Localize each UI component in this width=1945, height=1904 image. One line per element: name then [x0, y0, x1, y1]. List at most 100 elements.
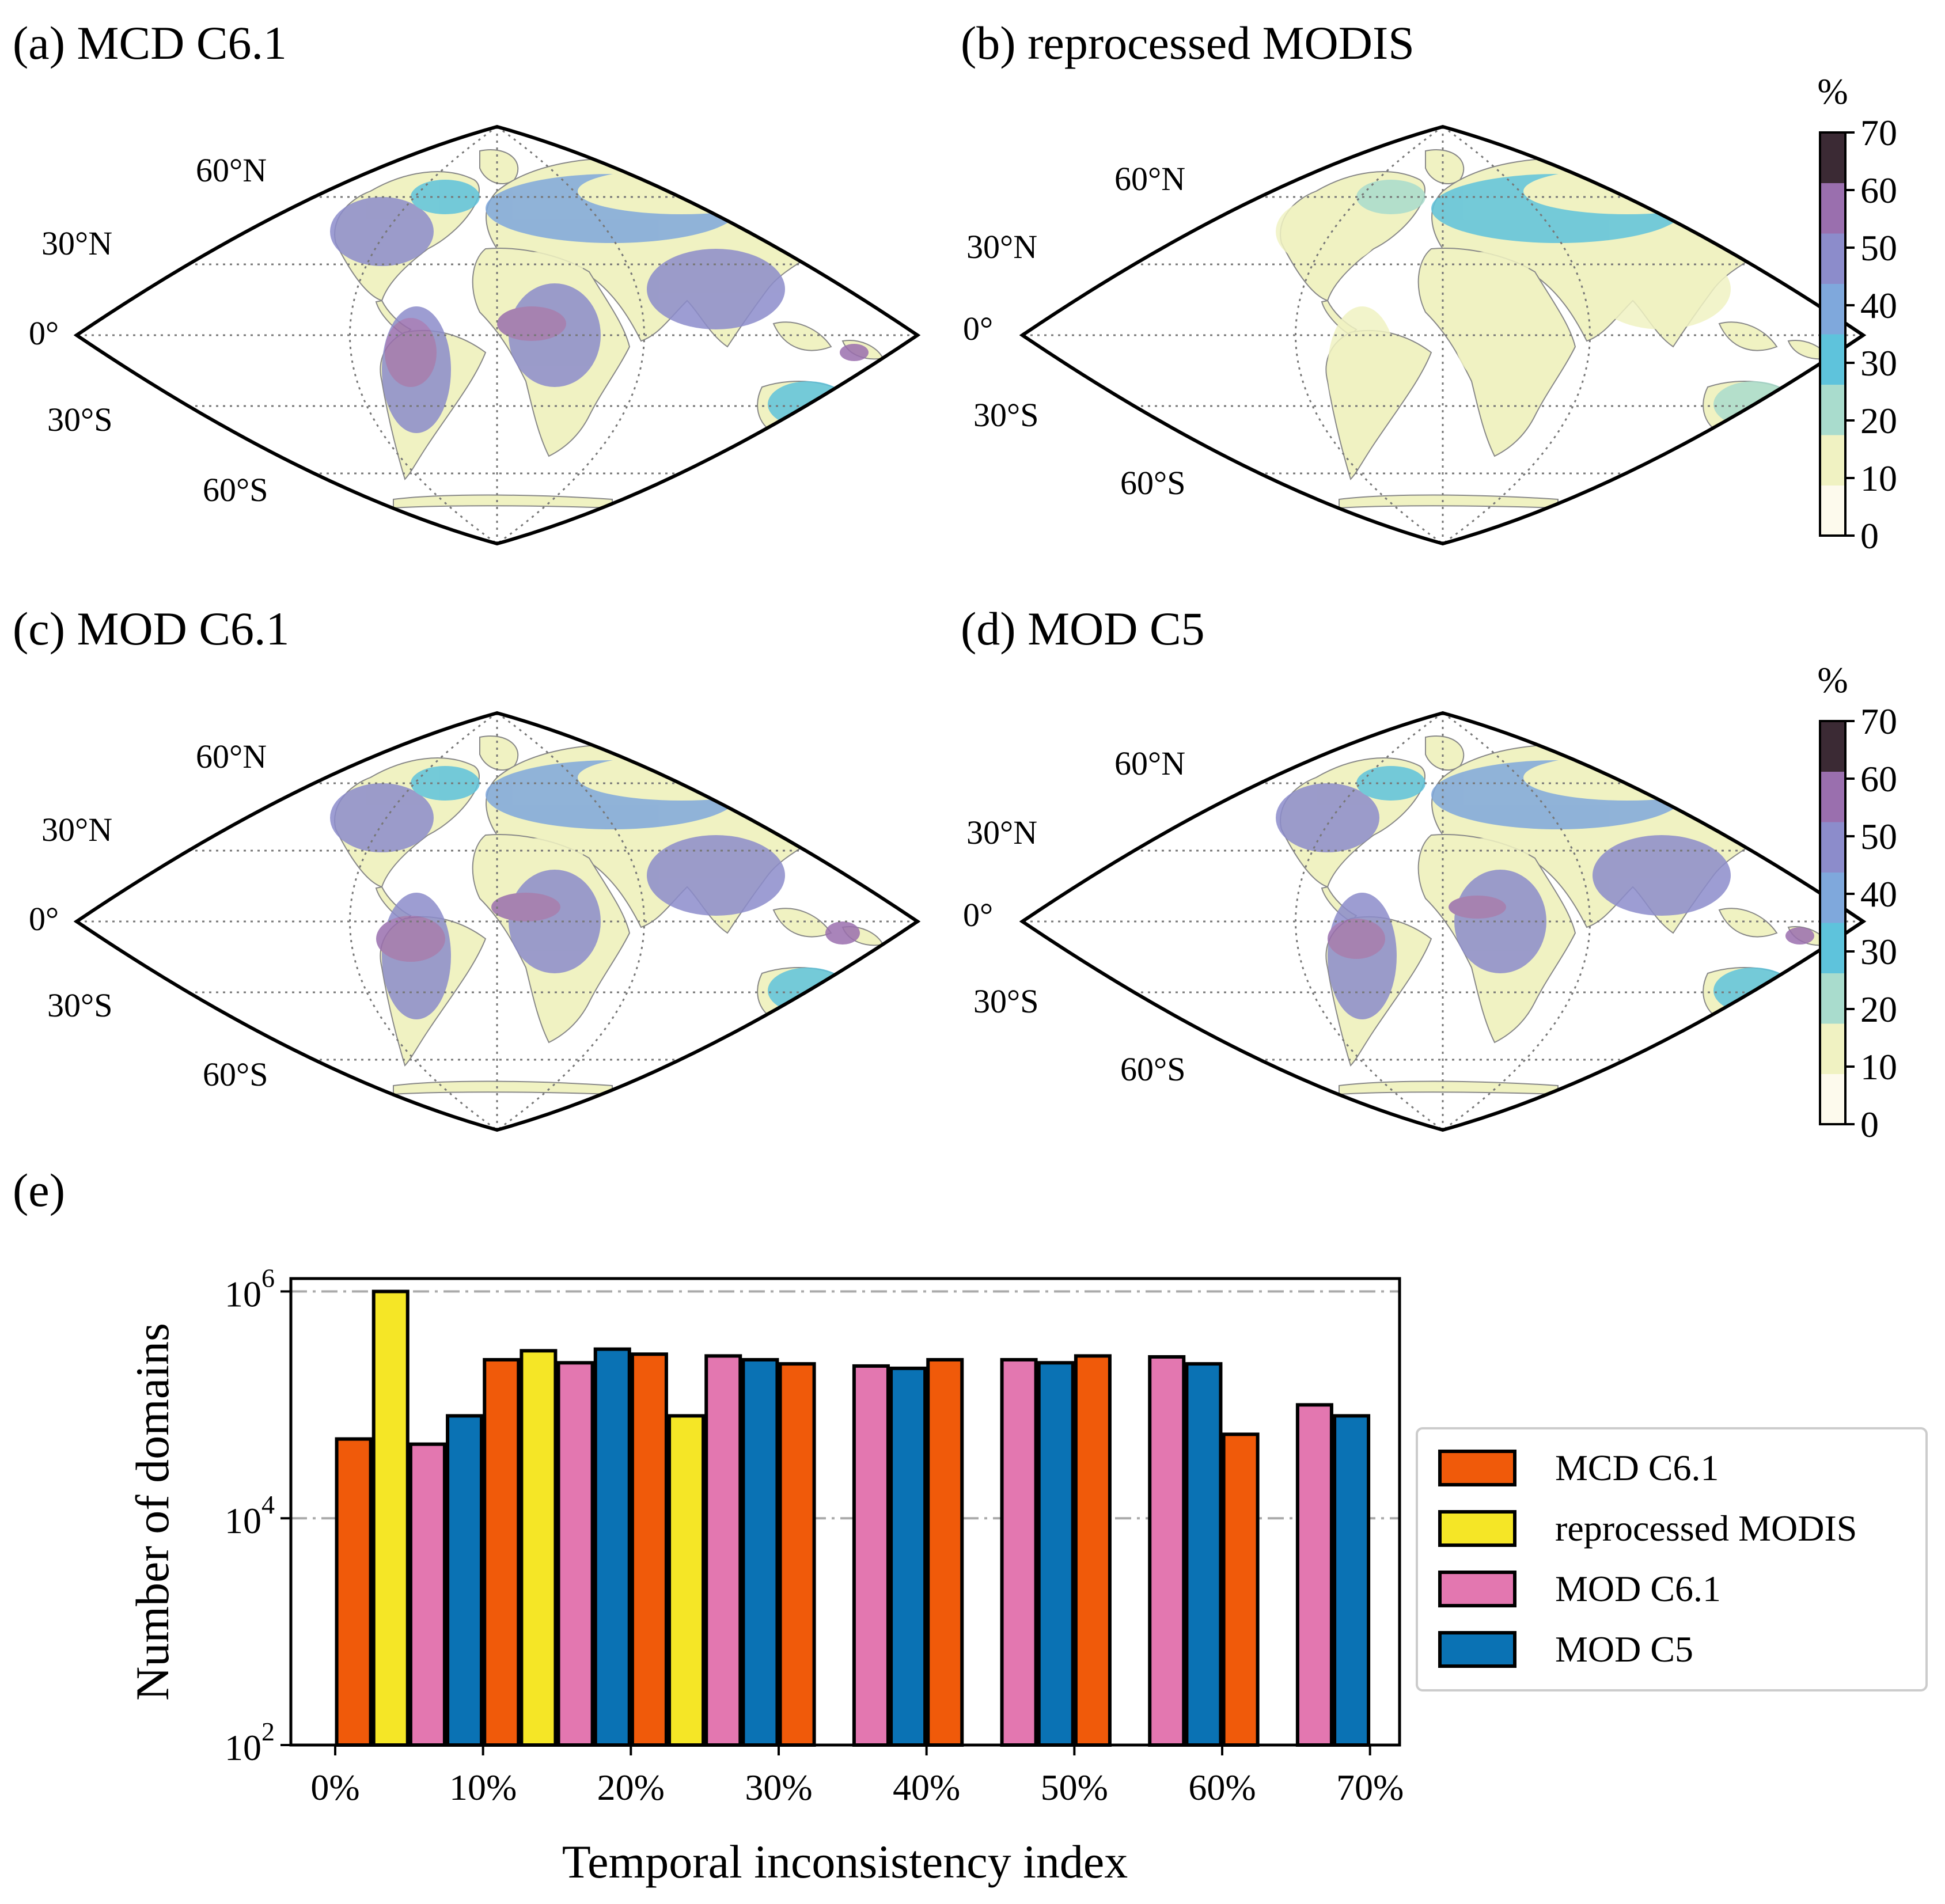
y-tick-10000: 104 [225, 1490, 275, 1541]
colorbar-top-tick-40: 40 [1860, 285, 1897, 326]
y-tick-100: 102 [225, 1717, 275, 1768]
x-tick-60: 60% [1188, 1767, 1256, 1808]
lat-label-60s-c: 60°S [203, 1056, 268, 1093]
legend-swatch-2 [1438, 1571, 1516, 1607]
colorbar-bottom-unit: % [1817, 659, 1848, 700]
legend-label-2: MOD C6.1 [1555, 1568, 1721, 1609]
lat-label-60n-d: 60°N [1114, 745, 1185, 782]
bar-chart: 102 104 106 0% 10% 20% 30% 40% 50% 60% 70% Number… [126, 1263, 1928, 1888]
legend-label-0: MCD C6.1 [1555, 1447, 1719, 1488]
bar-0-3 [778, 1362, 816, 1747]
bar-2-5 [1148, 1355, 1186, 1747]
x-tick-40: 40% [893, 1767, 960, 1808]
bar-2-3 [852, 1364, 890, 1747]
bar-3-4 [1037, 1361, 1075, 1747]
lat-label-60s-a: 60°S [203, 471, 268, 509]
colorbar-top-tick-20: 20 [1860, 400, 1897, 441]
bar-1-1 [520, 1349, 558, 1747]
bar-3-0 [446, 1414, 484, 1747]
colorbar-bottom-tick-70: 70 [1860, 701, 1897, 742]
lat-label-30s-d: 30°S [973, 983, 1038, 1020]
lat-label-60s-d: 60°S [1120, 1050, 1185, 1088]
x-tick-0: 0% [310, 1767, 359, 1808]
bar-3-5 [1185, 1362, 1223, 1747]
legend-frame [1416, 1427, 1928, 1691]
bar-2-0 [408, 1442, 446, 1747]
colorbar-bottom-tick-50: 50 [1860, 816, 1897, 857]
y-axis-label: Number of domains [126, 1323, 179, 1701]
legend: MCD C6.1 reprocessed MODIS MOD C6.1 MOD C5 [1416, 1427, 1928, 1691]
plot-frame [289, 1277, 1401, 1747]
x-tick-10: 10% [449, 1767, 517, 1808]
map-a [73, 124, 921, 546]
map-d [1019, 711, 1867, 1132]
bar-3-6 [1333, 1414, 1371, 1747]
panel-title-a: (a) MCD C6.1 [13, 17, 287, 69]
colorbar-top-frame [1819, 131, 1847, 537]
colorbar-bottom-tick-20: 20 [1860, 989, 1897, 1030]
colorbar-bottom: % 0 10 20 30 40 50 60 70 [1817, 659, 1897, 1145]
panel-title-c: (c) MOD C6.1 [13, 602, 290, 655]
x-axis-label: Temporal inconsistency index [562, 1835, 1128, 1888]
bar-2-2 [704, 1354, 742, 1747]
colorbar-bottom-tick-60: 60 [1860, 758, 1897, 799]
bar-0-0 [335, 1437, 373, 1747]
colorbar-bottom-frame [1819, 720, 1847, 1125]
bar-3-1 [593, 1347, 631, 1747]
bar-3-3 [889, 1366, 927, 1747]
lat-label-eq-d: 0° [963, 896, 993, 934]
colorbar-bottom-tick-40: 40 [1860, 874, 1897, 915]
x-tick-70: 70% [1336, 1767, 1404, 1808]
x-tick-20: 20% [597, 1767, 665, 1808]
lat-label-eq-b: 0° [963, 310, 993, 347]
lat-label-30n-b: 30°N [966, 228, 1037, 266]
lat-label-60n-b: 60°N [1114, 160, 1185, 198]
colorbar-top-tick-30: 30 [1860, 343, 1897, 384]
bar-0-1 [483, 1357, 521, 1747]
bar-2-4 [1000, 1357, 1038, 1747]
bar-0-4 [926, 1357, 964, 1747]
lat-label-eq-c: 0° [29, 900, 59, 938]
colorbar-bottom-tick-0: 0 [1860, 1104, 1879, 1145]
x-tick-30: 30% [745, 1767, 812, 1808]
colorbar-top-tick-70: 70 [1860, 112, 1897, 153]
map-c [73, 711, 921, 1132]
bar-0-5 [1074, 1354, 1112, 1747]
legend-swatch-0 [1438, 1450, 1516, 1486]
bar-1-0 [371, 1289, 410, 1747]
colorbar-top-tick-10: 10 [1860, 458, 1897, 499]
panel-title-e: (e) [13, 1164, 66, 1216]
lat-label-30s-b: 30°S [973, 396, 1038, 434]
bar-0-2 [630, 1352, 668, 1747]
colorbar-bottom-tick-10: 10 [1860, 1046, 1897, 1087]
colorbar-top-unit: % [1817, 71, 1848, 112]
lat-label-30n-a: 30°N [41, 225, 112, 262]
legend-swatch-3 [1438, 1631, 1516, 1668]
lat-label-30n-d: 30°N [966, 814, 1037, 851]
lat-label-60n-c: 60°N [196, 738, 267, 775]
lat-label-60n-a: 60°N [196, 151, 267, 189]
bar-0-6 [1222, 1432, 1260, 1747]
x-tick-50: 50% [1041, 1767, 1108, 1808]
legend-label-3: MOD C5 [1555, 1629, 1693, 1670]
legend-label-1: reprocessed MODIS [1555, 1508, 1857, 1549]
panel-title-d: (d) MOD C5 [961, 602, 1205, 655]
colorbar-top-tick-0: 0 [1860, 515, 1879, 556]
y-tick-1000000: 106 [225, 1263, 275, 1314]
lat-label-60s-b: 60°S [1120, 464, 1185, 502]
legend-swatch-1 [1438, 1510, 1516, 1547]
map-b [1019, 124, 1867, 546]
lat-label-30n-c: 30°N [41, 811, 112, 848]
lat-label-30s-c: 30°S [47, 987, 112, 1024]
bar-1-2 [668, 1414, 706, 1747]
bar-2-1 [556, 1361, 594, 1747]
lat-label-30s-a: 30°S [47, 401, 112, 438]
lat-label-eq-a: 0° [29, 314, 59, 352]
colorbar-top: % 0 10 20 30 40 50 60 70 [1817, 71, 1897, 556]
colorbar-top-tick-60: 60 [1860, 170, 1897, 211]
colorbar-bottom-tick-30: 30 [1860, 931, 1897, 972]
panel-title-b: (b) reprocessed MODIS [961, 17, 1415, 69]
bar-3-2 [741, 1357, 779, 1747]
bar-2-6 [1295, 1403, 1333, 1747]
